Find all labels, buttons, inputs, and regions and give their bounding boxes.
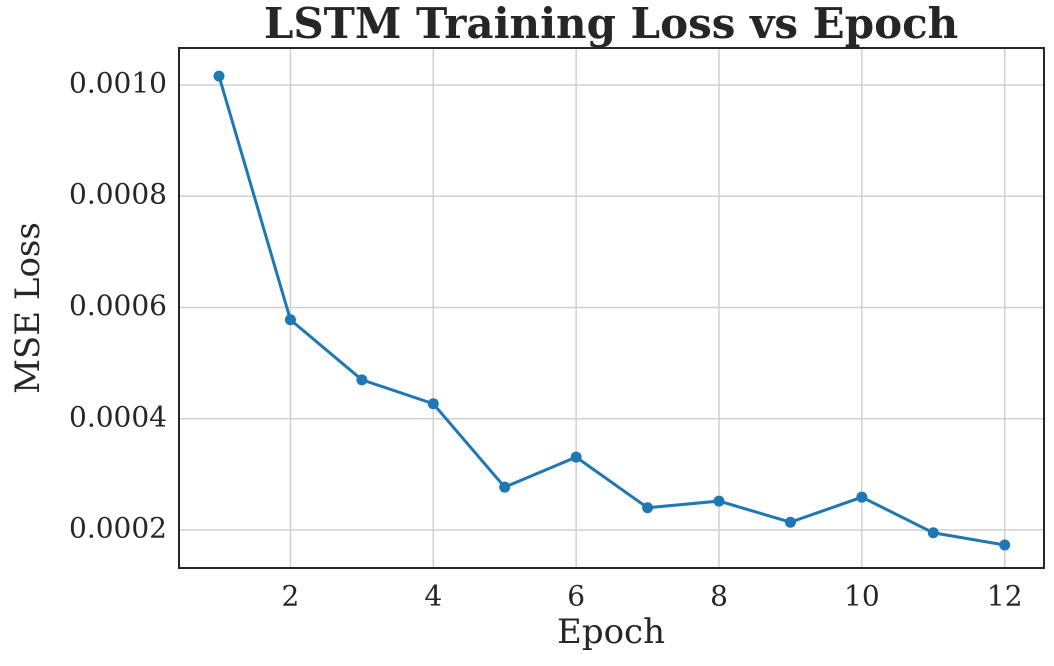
x-tick-label: 4 — [424, 580, 442, 613]
point — [213, 70, 225, 82]
y-tick-label: 0.0004 — [69, 400, 167, 433]
x-tick-label: 8 — [710, 580, 728, 613]
point — [356, 374, 368, 386]
point — [856, 491, 868, 503]
line — [217, 75, 1005, 547]
x-tick-label: 6 — [567, 580, 585, 613]
point — [713, 495, 725, 507]
point — [570, 451, 582, 463]
x-tick-label: 12 — [987, 580, 1023, 613]
y-tick-label: 0.0010 — [69, 66, 167, 99]
point — [642, 502, 654, 514]
x-tick-label: 10 — [844, 580, 880, 613]
point — [784, 516, 796, 528]
y-tick-label: 0.0002 — [69, 512, 167, 545]
y-tick-label: 0.0008 — [69, 178, 167, 211]
x-tick-label: 2 — [282, 580, 300, 613]
point — [427, 398, 439, 410]
point — [284, 314, 296, 326]
point — [499, 481, 511, 493]
x-axis-label: Epoch — [557, 612, 665, 652]
chart-title: LSTM Training Loss vs Epoch — [264, 0, 958, 48]
point — [999, 539, 1011, 551]
y-axis-label: MSE Loss — [8, 222, 48, 394]
point — [927, 527, 939, 539]
plot-frame — [178, 47, 1045, 569]
y-tick-label: 0.0006 — [69, 289, 167, 322]
